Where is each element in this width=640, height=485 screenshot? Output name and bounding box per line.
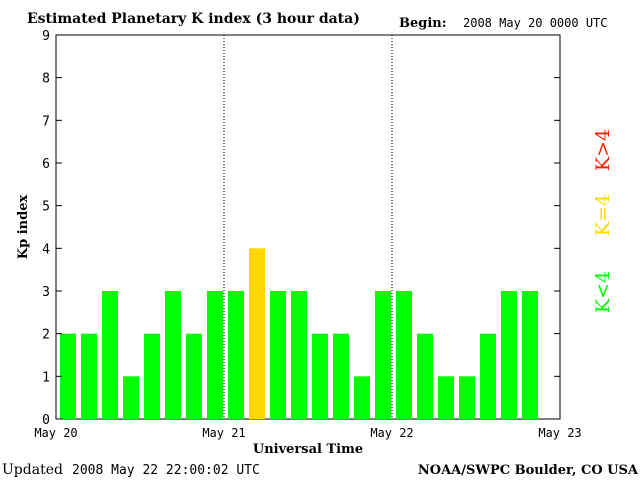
kp-bar <box>396 291 412 419</box>
y-tick-label: 5 <box>42 200 50 215</box>
kp-bar <box>459 376 475 419</box>
y-tick-label: 7 <box>42 114 50 129</box>
legend-entry: K<4 <box>592 271 614 313</box>
x-axis-ticks: May 20 May 21 May 22 May 23 <box>34 426 581 440</box>
y-tick-label: 1 <box>42 370 50 385</box>
y-tick-label: 9 <box>42 29 50 44</box>
kp-bar <box>228 291 244 419</box>
kp-bar <box>522 291 538 419</box>
bars-group <box>60 248 538 419</box>
kp-bar <box>438 376 454 419</box>
kp-bar <box>207 291 223 419</box>
x-tick-label: May 20 <box>34 426 77 440</box>
plot-frame <box>55 34 561 420</box>
kp-bar <box>144 333 160 419</box>
y-tick-label: 2 <box>42 328 50 343</box>
footer-updated-value: 2008 May 22 22:00:02 UTC <box>72 463 260 478</box>
kp-bar <box>102 291 118 419</box>
footer-source: NOAA/SWPC Boulder, CO USA <box>418 463 639 478</box>
y-axis-label: Kp index <box>16 195 31 260</box>
x-tick-label: May 21 <box>202 426 245 440</box>
kp-bar <box>480 333 496 419</box>
kp-bar <box>333 333 349 419</box>
kp-bar <box>81 333 97 419</box>
kp-bar <box>186 333 202 419</box>
kp-bar <box>312 333 328 419</box>
y-tick-label: 8 <box>42 72 50 87</box>
x-tick-label: May 22 <box>370 426 413 440</box>
kp-bar <box>375 291 391 419</box>
legend-entry: K>4 <box>592 129 614 171</box>
kp-bar <box>249 248 265 419</box>
kp-bar <box>123 376 139 419</box>
y-tick-label: 4 <box>42 242 50 257</box>
kp-bar <box>60 333 76 419</box>
begin-value: 2008 May 20 0000 UTC <box>463 16 608 30</box>
kp-bar <box>354 376 370 419</box>
kp-bar <box>501 291 517 419</box>
legend-entry: K=4 <box>592 194 614 236</box>
kp-bar <box>165 291 181 419</box>
footer-updated-label: Updated <box>2 462 63 478</box>
legend: K>4 K=4 K<4 <box>592 129 614 313</box>
kp-bar <box>291 291 307 419</box>
y-axis-ticks: 0 1 2 3 4 5 6 7 8 9 <box>42 29 560 428</box>
y-tick-label: 6 <box>42 157 50 172</box>
y-tick-label: 0 <box>42 413 50 428</box>
x-axis-label: Universal Time <box>253 442 363 457</box>
day-dividers <box>223 35 393 419</box>
begin-label: Begin: <box>399 16 447 31</box>
y-tick-label: 3 <box>42 285 50 300</box>
kp-bar <box>417 333 433 419</box>
chart-title: Estimated Planetary K index (3 hour data… <box>27 11 360 27</box>
kp-bar <box>270 291 286 419</box>
x-tick-label: May 23 <box>538 426 581 440</box>
